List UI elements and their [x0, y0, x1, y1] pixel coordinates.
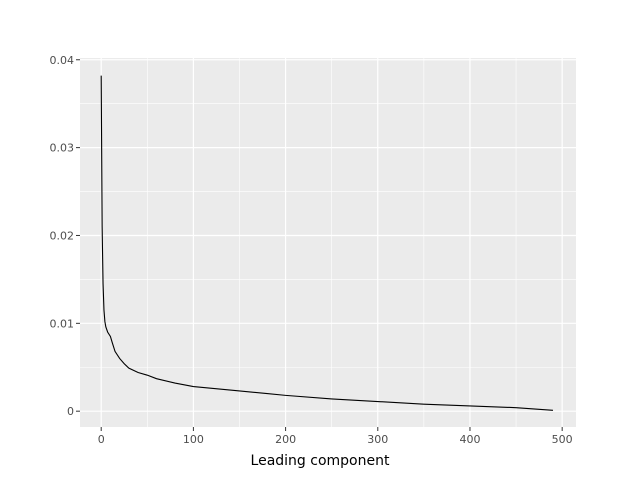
plot-panel	[80, 58, 576, 427]
x-axis-title: Leading component	[251, 453, 390, 469]
x-tick-label: 100	[183, 433, 204, 446]
y-tick-label: 0.01	[50, 317, 75, 330]
x-tick-label: 0	[98, 433, 105, 446]
y-tick-label: 0.02	[50, 229, 75, 242]
grid-minor	[80, 58, 576, 427]
series-line	[100, 75, 553, 411]
x-tick-label: 300	[367, 433, 388, 446]
x-tick-label: 400	[459, 433, 480, 446]
y-tick-label: 0.04	[50, 54, 75, 67]
x-tick-label: 200	[275, 433, 296, 446]
grid-major	[80, 58, 576, 427]
y-tick-label: 0.03	[50, 142, 75, 155]
y-tick-label: 0	[67, 405, 74, 418]
x-axis-ticks: 0 100 200 300 400 500	[98, 427, 573, 446]
x-tick-label: 500	[552, 433, 573, 446]
y-axis-ticks: 0 0.01 0.02 0.03 0.04	[50, 54, 80, 418]
